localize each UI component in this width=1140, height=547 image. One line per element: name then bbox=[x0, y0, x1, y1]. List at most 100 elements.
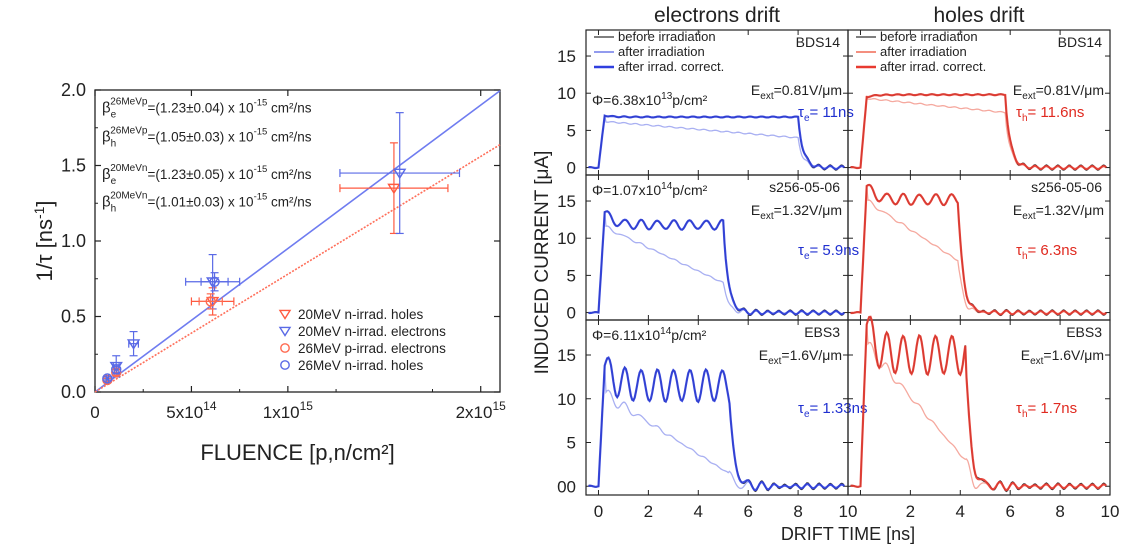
text-span: 1x10 bbox=[263, 403, 300, 422]
data-point bbox=[387, 183, 401, 195]
fluence-label: Φ=6.38x1013p/cm² bbox=[592, 91, 708, 108]
text-span: h bbox=[111, 203, 117, 214]
tau-label: τh= 6.3ns bbox=[1016, 242, 1077, 262]
text-span: FLUENCE [p,n/cm²] bbox=[200, 440, 394, 465]
text-span: β bbox=[102, 193, 111, 210]
tau-label: τh= 11.6ns bbox=[1016, 104, 1084, 124]
field-label: Eext=1.6V/μm bbox=[1021, 347, 1104, 367]
x-tick-label: 1x1015 bbox=[263, 399, 314, 422]
data-point bbox=[205, 296, 216, 307]
text-span: τ bbox=[1016, 400, 1022, 417]
data-point bbox=[102, 373, 113, 384]
text-span: 6 bbox=[1005, 502, 1014, 521]
sample-label: EBS3 bbox=[1066, 324, 1102, 340]
text-span: β bbox=[102, 100, 111, 117]
text-span: INDUCED CURRENT [μA] bbox=[532, 151, 553, 375]
sample-label: BDS14 bbox=[796, 34, 841, 50]
y-tick-label: 15 bbox=[557, 47, 576, 66]
text-span: 0 bbox=[594, 502, 603, 521]
text-span: =1.6V/μm bbox=[781, 347, 842, 363]
legend-label: 20MeV n-irrad. holes bbox=[298, 307, 424, 322]
y-tick-label: 1.0 bbox=[61, 231, 86, 251]
text-span: 5x10 bbox=[166, 403, 203, 422]
panel-frame bbox=[847, 319, 1111, 496]
data-point bbox=[209, 276, 220, 287]
text-span: after irrad. correct. bbox=[880, 59, 986, 74]
text-span: = 5.9ns bbox=[810, 242, 860, 259]
y-axis-label: INDUCED CURRENT [μA] bbox=[532, 151, 553, 375]
text-span: E bbox=[751, 82, 760, 98]
y-tick-label: 10 bbox=[557, 229, 576, 248]
text-span: ext bbox=[1022, 211, 1036, 222]
text-span: 20MeV n-irrad. electrons bbox=[298, 324, 446, 339]
column-title: holes drift bbox=[933, 4, 1024, 27]
text-span: e bbox=[111, 176, 117, 187]
text-span: 20MeVn bbox=[110, 190, 147, 201]
text-span: h bbox=[111, 138, 117, 149]
legend-label: before irradiation bbox=[618, 29, 716, 44]
text-span: E bbox=[1013, 202, 1022, 218]
x-tick-label: 10 bbox=[1101, 502, 1120, 521]
y-tick-label: 0 bbox=[567, 304, 576, 323]
after-irradiation-curve bbox=[588, 365, 845, 492]
x-tick-label: 4 bbox=[956, 502, 965, 521]
beta-annotation: βe 20MeVn=(1.23±0.05) x 10-15 cm²/ns bbox=[102, 163, 312, 187]
text-span: 20MeVn bbox=[110, 163, 147, 174]
text-span: =(1.01±0.03) x 10 bbox=[147, 194, 253, 209]
text-span: E bbox=[751, 202, 760, 218]
tau-label: τe= 11ns bbox=[798, 104, 854, 124]
data-point bbox=[111, 364, 122, 375]
fit-line bbox=[94, 90, 501, 393]
text-span: 15 bbox=[300, 399, 314, 413]
text-span: ext bbox=[760, 211, 774, 222]
text-span: h bbox=[1022, 409, 1028, 420]
text-span: 5 bbox=[567, 266, 576, 285]
text-span: cm²/ns bbox=[267, 167, 312, 182]
x-axis-label: FLUENCE [p,n/cm²] bbox=[200, 440, 394, 465]
text-span: E bbox=[759, 347, 768, 363]
text-span: electrons drift bbox=[654, 4, 780, 27]
text-span: =(1.23±0.04) x 10 bbox=[147, 101, 253, 116]
after-irrad-corrected-curve bbox=[850, 93, 1107, 171]
text-span: ext bbox=[760, 91, 774, 102]
field-label: Eext=1.6V/μm bbox=[759, 347, 842, 367]
text-span: p/cm² bbox=[672, 182, 707, 198]
text-span: 14 bbox=[660, 326, 672, 337]
text-span: 6 bbox=[743, 502, 752, 521]
text-span: 13 bbox=[661, 91, 673, 102]
text-span: after irradiation bbox=[618, 44, 705, 59]
text-span: τ bbox=[1016, 242, 1022, 259]
text-span: 0.0 bbox=[61, 382, 86, 402]
legend-label: 26MeV p-irrad. electrons bbox=[298, 341, 446, 356]
text-span: h bbox=[1022, 113, 1028, 124]
text-span: =1.6V/μm bbox=[1043, 347, 1104, 363]
sample-label: s256-05-06 bbox=[769, 179, 840, 195]
text-span: = 11ns bbox=[810, 104, 854, 121]
text-span: 2 bbox=[906, 502, 915, 521]
beta-annotation: βh 20MeVn=(1.01±0.03) x 10-15 cm²/ns bbox=[102, 190, 312, 214]
y-tick-label: 5 bbox=[567, 266, 576, 285]
text-span: 26MeVp bbox=[110, 125, 148, 136]
x-tick-label: 2 bbox=[906, 502, 915, 521]
y-tick-label: 0 bbox=[567, 159, 576, 178]
text-span: 10 bbox=[557, 229, 576, 248]
text-span: 26MeV p-irrad. electrons bbox=[298, 341, 446, 356]
text-span: 14 bbox=[661, 181, 673, 192]
legend-label: 26MeV n-irrad. holes bbox=[298, 358, 424, 373]
text-span: 10 bbox=[557, 84, 576, 103]
text-span: = 1.33ns bbox=[810, 400, 868, 417]
data-point bbox=[109, 361, 123, 373]
data-point bbox=[278, 309, 292, 320]
x-tick-label: 2 bbox=[644, 502, 653, 521]
text-span: =1.32V/μm bbox=[774, 202, 842, 218]
sample-label: BDS14 bbox=[1058, 34, 1103, 50]
text-span: =0.81V/μm bbox=[1036, 82, 1104, 98]
field-label: Eext=1.32V/μm bbox=[1013, 202, 1104, 222]
text-span: after irrad. correct. bbox=[618, 59, 724, 74]
data-point bbox=[280, 360, 290, 370]
field-label: Eext=1.32V/μm bbox=[751, 202, 842, 222]
text-span: =(1.05±0.03) x 10 bbox=[147, 129, 253, 144]
text-span: -15 bbox=[254, 98, 268, 109]
text-span: 2x10 bbox=[456, 403, 493, 422]
y-tick-label: 00 bbox=[557, 477, 576, 496]
